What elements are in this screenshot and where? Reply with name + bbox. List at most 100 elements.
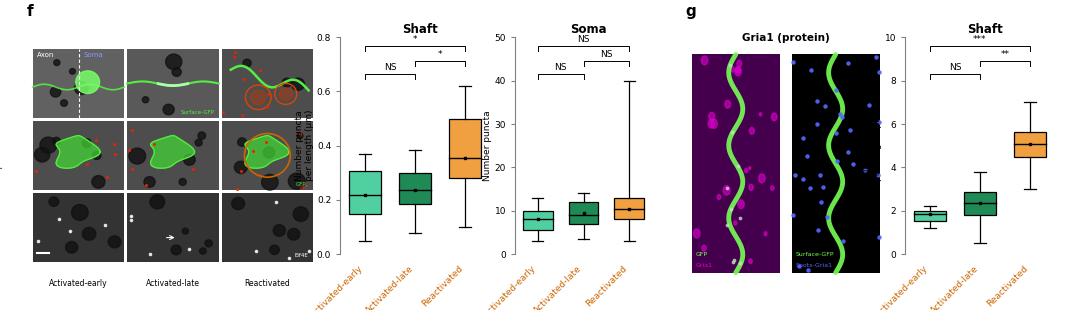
Circle shape — [708, 119, 715, 128]
Text: GFP: GFP — [696, 252, 707, 257]
Polygon shape — [56, 135, 100, 168]
Circle shape — [238, 138, 246, 146]
Point — [185, 166, 202, 171]
Point — [229, 187, 246, 192]
Point — [814, 184, 832, 189]
Bar — [127, 193, 219, 262]
Y-axis label: Number puncta
per length (μm): Number puncta per length (μm) — [862, 110, 881, 181]
Point — [841, 128, 859, 133]
Circle shape — [144, 177, 156, 187]
Circle shape — [261, 174, 279, 190]
Point — [723, 130, 740, 135]
Circle shape — [297, 133, 302, 139]
Point — [98, 174, 116, 179]
Bar — [692, 55, 780, 273]
Circle shape — [711, 119, 717, 128]
Circle shape — [730, 67, 734, 72]
Circle shape — [737, 60, 742, 67]
Circle shape — [733, 221, 737, 225]
Circle shape — [702, 245, 706, 251]
Circle shape — [287, 228, 300, 240]
Bar — [615, 198, 644, 219]
Point — [252, 172, 269, 177]
Point — [78, 161, 95, 166]
Circle shape — [75, 82, 89, 95]
Y-axis label: Number puncta: Number puncta — [483, 110, 491, 181]
Point — [62, 228, 79, 233]
Point — [87, 138, 105, 143]
Circle shape — [724, 186, 730, 195]
Bar — [449, 119, 481, 178]
Text: *: * — [437, 50, 443, 59]
Text: Activated-late: Activated-late — [146, 279, 200, 288]
Point — [813, 199, 831, 204]
Point — [137, 183, 154, 188]
Text: Gria1: Gria1 — [696, 263, 713, 268]
Text: f: f — [27, 4, 33, 19]
Circle shape — [759, 113, 761, 116]
Circle shape — [273, 225, 285, 236]
Point — [723, 206, 740, 211]
Circle shape — [35, 148, 50, 162]
Point — [718, 223, 735, 228]
Text: Activated-early: Activated-early — [50, 279, 108, 288]
Point — [123, 127, 140, 132]
Point — [718, 185, 735, 190]
Point — [233, 113, 251, 118]
Point — [869, 120, 887, 125]
Point — [145, 142, 162, 147]
Circle shape — [282, 78, 292, 87]
Circle shape — [93, 152, 100, 159]
Circle shape — [771, 113, 778, 121]
Point — [816, 104, 834, 108]
Text: g: g — [686, 4, 697, 19]
Point — [180, 246, 198, 251]
Circle shape — [701, 56, 707, 65]
Text: **: ** — [1000, 50, 1010, 59]
Point — [721, 63, 739, 68]
Point — [252, 67, 269, 72]
Text: Soma: Soma — [83, 52, 103, 59]
Circle shape — [195, 139, 202, 146]
Point — [839, 60, 856, 65]
Point — [834, 239, 851, 244]
Point — [809, 121, 826, 126]
Point — [828, 158, 846, 163]
Circle shape — [82, 139, 92, 148]
Point — [832, 112, 849, 117]
Bar — [400, 173, 431, 204]
Point — [833, 115, 850, 120]
Point — [794, 176, 811, 181]
Bar — [127, 49, 219, 118]
Circle shape — [234, 161, 247, 173]
Circle shape — [183, 228, 189, 234]
Bar — [524, 211, 553, 230]
Circle shape — [748, 167, 751, 170]
Bar — [349, 171, 381, 214]
Point — [235, 76, 253, 81]
Circle shape — [66, 241, 78, 253]
Circle shape — [71, 205, 89, 220]
Point — [280, 255, 297, 260]
Point — [827, 131, 845, 135]
Point — [870, 234, 888, 239]
Text: Arc: Arc — [300, 185, 309, 190]
Title: Shaft: Shaft — [967, 23, 1003, 36]
Text: Surface-GFP: Surface-GFP — [796, 252, 834, 257]
Point — [51, 216, 68, 221]
Bar — [964, 192, 996, 215]
Point — [732, 260, 750, 265]
Circle shape — [76, 71, 99, 94]
Circle shape — [771, 186, 774, 190]
Circle shape — [292, 78, 305, 90]
Point — [244, 149, 261, 154]
Circle shape — [179, 179, 186, 185]
Point — [247, 249, 265, 254]
Bar — [914, 211, 946, 221]
Point — [801, 186, 819, 191]
Text: NS: NS — [383, 63, 396, 72]
Point — [867, 54, 885, 59]
Circle shape — [279, 88, 293, 100]
Y-axis label: Number puncta
per length (μm): Number puncta per length (μm) — [295, 110, 314, 181]
Polygon shape — [245, 135, 289, 168]
